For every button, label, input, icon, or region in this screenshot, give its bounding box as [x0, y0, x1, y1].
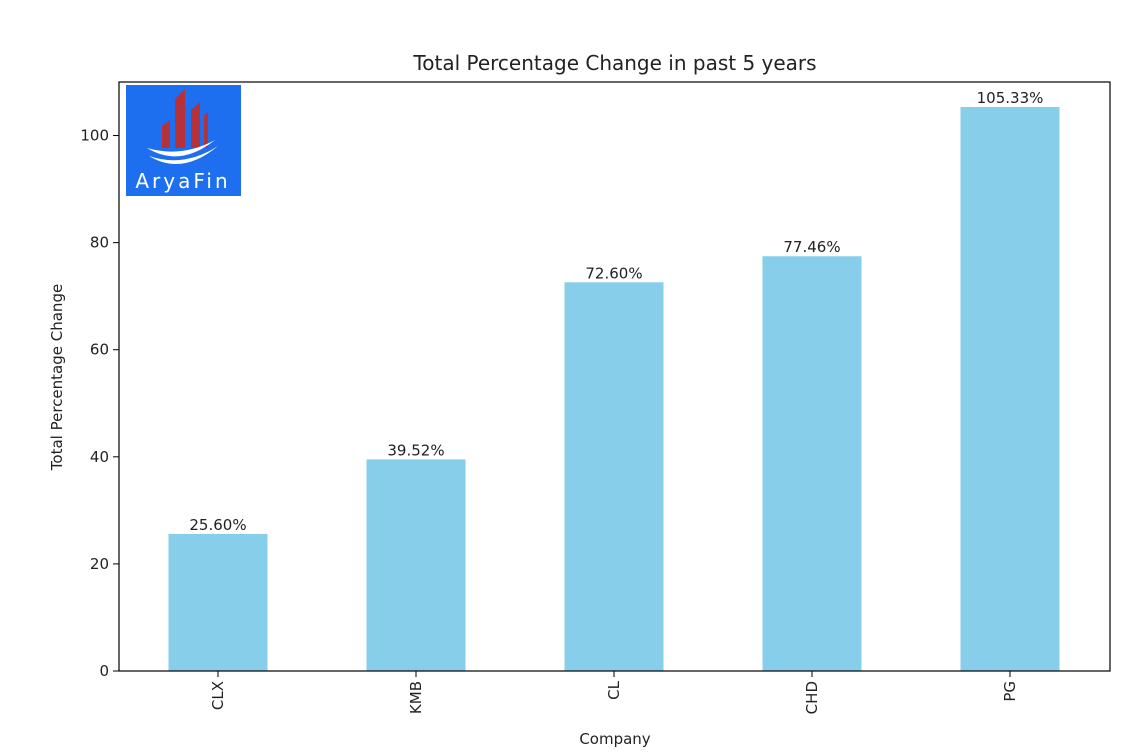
x-tick-label-chd: CHD	[803, 681, 821, 714]
bar-kmb	[366, 459, 466, 671]
bar-cl	[564, 282, 664, 671]
data-label-pg: 105.33%	[977, 89, 1044, 107]
x-axis-label: Company	[579, 730, 650, 748]
data-label-clx: 25.60%	[189, 516, 246, 534]
x-tick-label-clx: CLX	[209, 681, 227, 710]
y-tick-label: 100	[80, 127, 109, 145]
data-labels-group: 25.60% 39.52% 72.60% 77.46% 105.33%	[189, 89, 1043, 534]
chart-title: Total Percentage Change in past 5 years	[412, 51, 816, 75]
x-tick-label-kmb: KMB	[407, 681, 425, 714]
y-axis-label: Total Percentage Change	[48, 284, 66, 471]
y-tick-label: 40	[90, 448, 109, 466]
bars-group	[168, 107, 1060, 671]
bar-clx	[168, 533, 268, 671]
data-label-kmb: 39.52%	[387, 441, 444, 459]
logo-text: AryaFin	[135, 169, 230, 193]
x-tick-label-pg: PG	[1001, 681, 1019, 702]
y-axis-ticks: 0 20 40 60 80 100	[80, 127, 119, 680]
x-axis-ticks: CLX KMB CL CHD PG	[209, 671, 1019, 714]
y-tick-label: 20	[90, 555, 109, 573]
bar-pg	[960, 107, 1060, 671]
data-label-cl: 72.60%	[585, 264, 642, 282]
y-tick-label: 80	[90, 234, 109, 252]
building-swoosh-logo-icon	[147, 89, 218, 164]
y-tick-label: 0	[99, 662, 109, 680]
aryafin-logo: AryaFin	[126, 85, 241, 196]
data-label-chd: 77.46%	[783, 238, 840, 256]
bar-chd	[762, 256, 862, 671]
y-tick-label: 60	[90, 341, 109, 359]
x-tick-label-cl: CL	[605, 680, 623, 699]
